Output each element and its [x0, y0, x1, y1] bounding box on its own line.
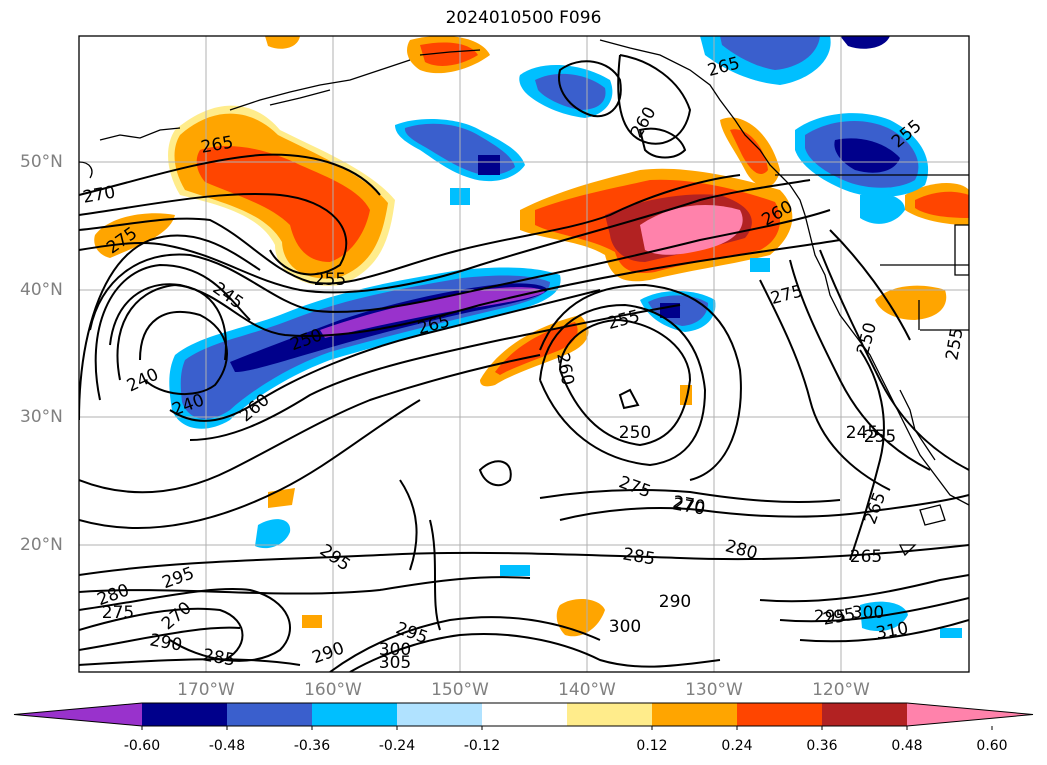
- contour-label: 295: [316, 540, 354, 575]
- colorbar-segment: [567, 703, 652, 726]
- colorbar-tick-label: 0.36: [806, 738, 838, 754]
- contour-label: 250: [619, 423, 651, 443]
- contour-label: 290: [659, 592, 691, 612]
- contour-label: 295: [814, 607, 846, 627]
- lon-label-120w: 120°W: [812, 680, 870, 700]
- contour-label: 270: [158, 598, 196, 634]
- lon-label-160w: 160°W: [304, 680, 362, 700]
- colorbar-tick-label: 0.60: [976, 738, 1008, 754]
- contour-label: 295: [160, 563, 197, 593]
- contour-label: 265: [860, 490, 890, 527]
- lat-label-20n: 20°N: [20, 535, 63, 555]
- contour-label: 300: [379, 640, 411, 660]
- colorbar-extend-max: [907, 703, 1033, 726]
- contour-label: 260: [627, 103, 661, 141]
- colorbar-segment: [142, 703, 227, 726]
- contour-label: 245: [846, 423, 878, 443]
- colorbar-segment: [652, 703, 737, 726]
- colorbar-extend-min: [14, 703, 142, 726]
- coastlines: [79, 39, 969, 557]
- shade-warm-red: [196, 145, 370, 262]
- contour-label: 310: [874, 618, 909, 643]
- contour-label: 275: [768, 281, 805, 309]
- colorbar-tick-label: 0.24: [721, 738, 753, 754]
- colorbar-segment: [482, 703, 567, 726]
- lat-label-50n: 50°N: [20, 152, 63, 172]
- colorbar-segment: [312, 703, 397, 726]
- colorbar: [13, 702, 1034, 730]
- contour-label: 270: [81, 182, 116, 207]
- contour-label: 255: [942, 326, 967, 361]
- colorbar-tick-label: -0.48: [208, 738, 246, 754]
- map-frame: [78, 35, 970, 673]
- contour-label: 275: [102, 603, 134, 623]
- colorbar-segment: [737, 703, 822, 726]
- colorbar-tick-label: -0.24: [378, 738, 416, 754]
- contour-label: 255: [314, 270, 346, 290]
- contour-label: 265: [850, 547, 882, 567]
- height-contours: [79, 54, 969, 672]
- colorbar-segment: [397, 703, 482, 726]
- colorbar-tick-label: -0.36: [293, 738, 331, 754]
- contour-label: 285: [621, 544, 656, 569]
- contour-label: 255: [864, 427, 896, 447]
- contour-label: 260: [552, 351, 577, 386]
- contour-label: 290: [148, 630, 183, 655]
- contour-label: 275: [616, 472, 653, 502]
- colorbar-tick-label: -0.12: [463, 738, 501, 754]
- contour-label: 300: [609, 617, 641, 637]
- colorbar-tick-label: 0.48: [891, 738, 923, 754]
- colorbar-tick-label: 0.12: [636, 738, 668, 754]
- contour-labels: 2652702752552452402402502602652602552502…: [81, 53, 967, 673]
- lat-label-40n: 40°N: [20, 280, 63, 300]
- lat-label-30n: 30°N: [20, 407, 63, 427]
- lon-label-140w: 140°W: [558, 680, 616, 700]
- lon-label-150w: 150°W: [431, 680, 489, 700]
- lon-label-130w: 130°W: [685, 680, 743, 700]
- contour-label: 255: [605, 306, 642, 334]
- colorbar-tick-label: -0.60: [123, 738, 161, 754]
- contour-label: 250: [853, 320, 881, 357]
- map-title: 2024010500 F096: [445, 8, 602, 28]
- contour-label: 240: [124, 365, 162, 397]
- colorbar-segment: [227, 703, 312, 726]
- colorbar-segment: [822, 703, 907, 726]
- contour-label: 305: [379, 653, 411, 673]
- contour-label: 300: [852, 603, 884, 623]
- lon-label-170w: 170°W: [177, 680, 235, 700]
